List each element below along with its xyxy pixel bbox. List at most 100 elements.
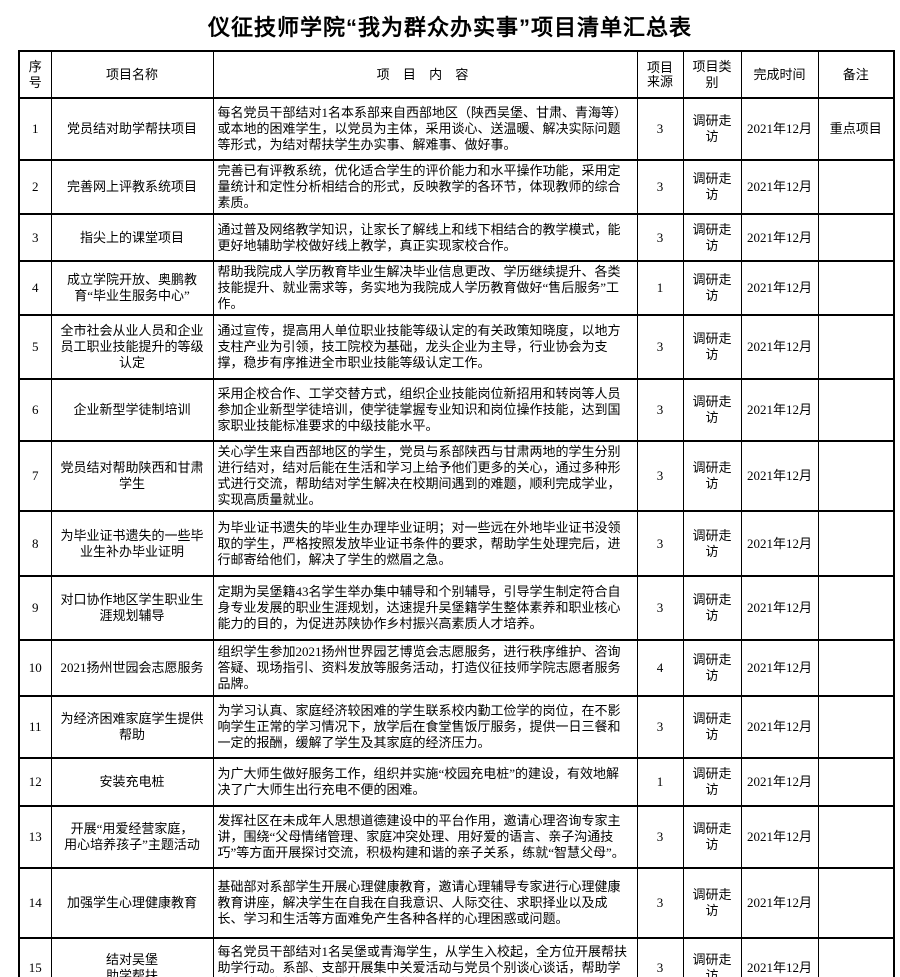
row-index: 14 (18, 867, 52, 939)
header-row: 序号 项目名称 项 目 内 容 项目 来源 项目类别 完成时间 备注 (18, 50, 895, 99)
project-name: 完善网上评教系统项目 (50, 159, 214, 215)
project-category: 调研走访 (682, 937, 742, 977)
project-remark (817, 314, 895, 380)
header-index: 序号 (18, 50, 52, 99)
project-content: 通过普及网络教学知识，让家长了解线上和线下相结合的教学模式，能更好地辅助学校做好… (212, 213, 638, 262)
project-remark: 重点项目 (817, 97, 895, 161)
row-index: 9 (18, 575, 52, 641)
completion-time: 2021年12月 (740, 97, 819, 161)
project-content: 关心学生来自西部地区的学生，党员与系部陕西与甘肃两地的学生分别进行结对，结对后能… (212, 440, 638, 512)
project-remark (817, 867, 895, 939)
project-name: 党员结对帮助陕西和甘肃学生 (50, 440, 214, 512)
project-remark (817, 757, 895, 807)
table-row: 12 安装充电桩 为广大师生做好服务工作，组织并实施“校园充电桩”的建设，有效地… (18, 757, 895, 807)
table-row: 13 开展“用爱经营家庭， 用心培养孩子”主题活动 发挥社区在未成年人思想道德建… (18, 805, 895, 869)
row-index: 6 (18, 378, 52, 442)
project-content: 基础部对系部学生开展心理健康教育，邀请心理辅导专家进行心理健康教育讲座，解决学生… (212, 867, 638, 939)
project-remark (817, 159, 895, 215)
project-name: 为毕业证书遗失的一些毕业生补办毕业证明 (50, 510, 214, 577)
completion-time: 2021年12月 (740, 260, 819, 316)
project-source: 3 (636, 314, 684, 380)
project-name: 开展“用爱经营家庭， 用心培养孩子”主题活动 (50, 805, 214, 869)
project-name: 加强学生心理健康教育 (50, 867, 214, 939)
project-category: 调研走访 (682, 378, 742, 442)
header-time: 完成时间 (740, 50, 819, 99)
completion-time: 2021年12月 (740, 440, 819, 512)
table-row: 9 对口协作地区学生职业生涯规划辅导 定期为吴堡籍43名学生举办集中辅导和个别辅… (18, 575, 895, 641)
row-index: 12 (18, 757, 52, 807)
page-title: 仪征技师学院“我为群众办实事”项目清单汇总表 (207, 15, 692, 40)
table-row: 3 指尖上的课堂项目 通过普及网络教学知识，让家长了解线上和线下相结合的教学模式… (18, 213, 895, 262)
project-source: 3 (636, 695, 684, 759)
project-content: 组织学生参加2021扬州世界园艺博览会志愿服务，进行秩序维护、咨询答疑、现场指引… (212, 639, 638, 697)
project-category: 调研走访 (682, 159, 742, 215)
table-row: 10 2021扬州世园会志愿服务 组织学生参加2021扬州世界园艺博览会志愿服务… (18, 639, 895, 697)
project-source: 3 (636, 867, 684, 939)
project-source: 3 (636, 159, 684, 215)
project-name: 企业新型学徒制培训 (50, 378, 214, 442)
table-row: 15 结对吴堡 助学帮扶 每名党员干部结对1名吴堡或青海学生，从学生入校起，全方… (18, 937, 895, 977)
project-name: 党员结对助学帮扶项目 (50, 97, 214, 161)
project-category: 调研走访 (682, 440, 742, 512)
header-content: 项 目 内 容 (212, 50, 638, 99)
project-remark (817, 937, 895, 977)
row-index: 4 (18, 260, 52, 316)
project-content: 发挥社区在未成年人思想道德建设中的平台作用，邀请心理咨询专家主讲，围绕“父母情绪… (212, 805, 638, 869)
project-source: 3 (636, 440, 684, 512)
completion-time: 2021年12月 (740, 510, 819, 577)
project-name: 指尖上的课堂项目 (50, 213, 214, 262)
completion-time: 2021年12月 (740, 757, 819, 807)
project-category: 调研走访 (682, 510, 742, 577)
project-name: 成立学院开放、奥鹏教育“毕业生服务中心” (50, 260, 214, 316)
project-content: 定期为吴堡籍43名学生举办集中辅导和个别辅导，引导学生制定符合自身专业发展的职业… (212, 575, 638, 641)
completion-time: 2021年12月 (740, 314, 819, 380)
completion-time: 2021年12月 (740, 213, 819, 262)
project-content: 每名党员干部结对1名吴堡或青海学生，从学生入校起，全方位开展帮扶助学行动。系部、… (212, 937, 638, 977)
project-source: 3 (636, 937, 684, 977)
project-content: 帮助我院成人学历教育毕业生解决毕业信息更改、学历继续提升、各类技能提升、就业需求… (212, 260, 638, 316)
project-category: 调研走访 (682, 213, 742, 262)
project-remark (817, 510, 895, 577)
project-name: 结对吴堡 助学帮扶 (50, 937, 214, 977)
row-index: 5 (18, 314, 52, 380)
project-category: 调研走访 (682, 695, 742, 759)
project-remark (817, 260, 895, 316)
project-source: 3 (636, 510, 684, 577)
project-category: 调研走访 (682, 639, 742, 697)
project-remark (817, 378, 895, 442)
header-remark: 备注 (817, 50, 895, 99)
table-row: 6 企业新型学徒制培训 采用企校合作、工学交替方式，组织企业技能岗位新招用和转岗… (18, 378, 895, 442)
row-index: 2 (18, 159, 52, 215)
project-content: 通过宣传，提高用人单位职业技能等级认定的有关政策知晓度，以地方支柱产业为引领，技… (212, 314, 638, 380)
row-index: 1 (18, 97, 52, 161)
project-source: 3 (636, 378, 684, 442)
project-source: 3 (636, 97, 684, 161)
project-source: 1 (636, 757, 684, 807)
table-row: 5 全市社会从业人员和企业员工职业技能提升的等级认定 通过宣传，提高用人单位职业… (18, 314, 895, 380)
project-source: 3 (636, 805, 684, 869)
header-source: 项目 来源 (636, 50, 684, 99)
project-content: 每名党员干部结对1名本系部来自西部地区（陕西吴堡、甘肃、青海等）或本地的困难学生… (212, 97, 638, 161)
project-name: 对口协作地区学生职业生涯规划辅导 (50, 575, 214, 641)
project-category: 调研走访 (682, 97, 742, 161)
project-name: 安装充电桩 (50, 757, 214, 807)
project-category: 调研走访 (682, 867, 742, 939)
project-remark (817, 695, 895, 759)
completion-time: 2021年12月 (740, 378, 819, 442)
completion-time: 2021年12月 (740, 639, 819, 697)
project-remark (817, 575, 895, 641)
project-remark (817, 440, 895, 512)
table-row: 2 完善网上评教系统项目 完善已有评教系统，优化适合学生的评价能力和水平操作功能… (18, 159, 895, 215)
completion-time: 2021年12月 (740, 805, 819, 869)
project-remark (817, 639, 895, 697)
table-row: 14 加强学生心理健康教育 基础部对系部学生开展心理健康教育，邀请心理辅导专家进… (18, 867, 895, 939)
project-source: 4 (636, 639, 684, 697)
row-index: 10 (18, 639, 52, 697)
project-name: 为经济困难家庭学生提供帮助 (50, 695, 214, 759)
project-remark (817, 805, 895, 869)
header-category: 项目类别 (682, 50, 742, 99)
row-index: 15 (18, 937, 52, 977)
project-content: 为学习认真、家庭经济较困难的学生联系校内勤工俭学的岗位，在不影响学生正常的学习情… (212, 695, 638, 759)
table-row: 4 成立学院开放、奥鹏教育“毕业生服务中心” 帮助我院成人学历教育毕业生解决毕业… (18, 260, 895, 316)
